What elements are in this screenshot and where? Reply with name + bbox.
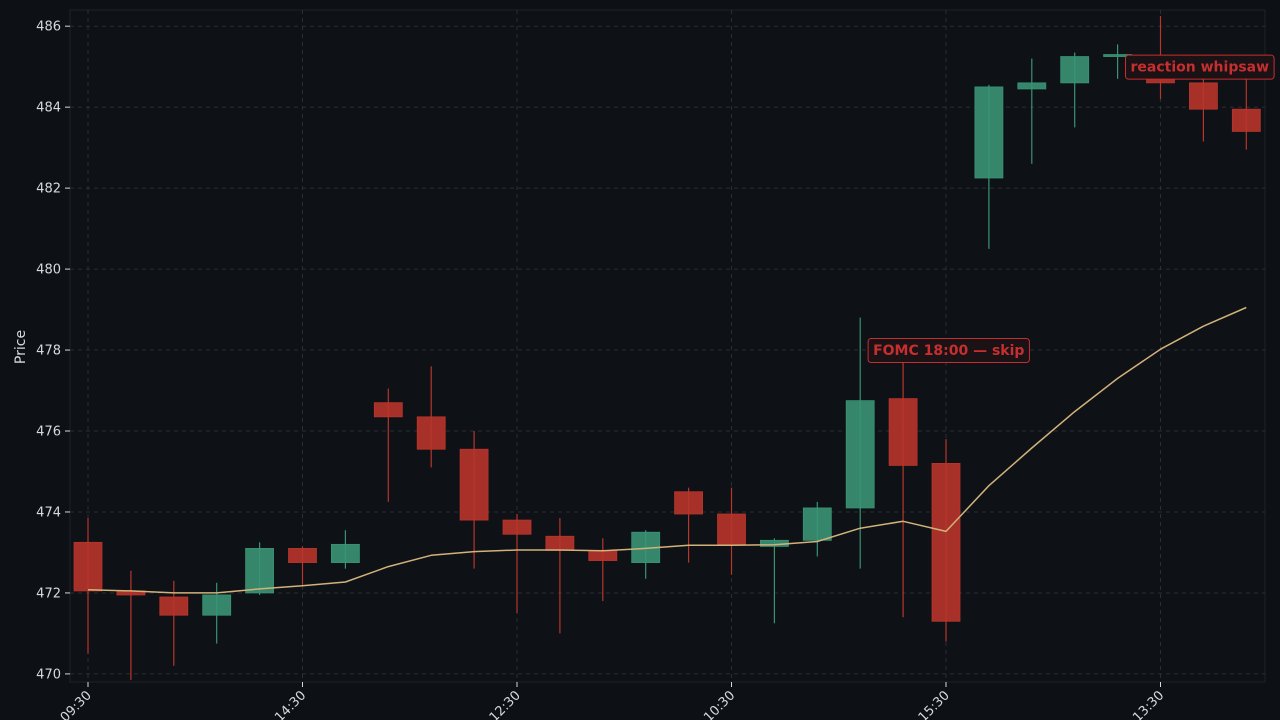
annotation: reaction whipsaw	[1125, 54, 1275, 80]
candle-down	[373, 388, 403, 502]
moving-average-line	[87, 306, 1247, 594]
candle-body	[288, 548, 317, 563]
candle-down	[459, 431, 489, 569]
candle-body	[888, 398, 918, 466]
moving-average	[87, 306, 1247, 594]
annotation-box	[867, 338, 1030, 364]
candle-body	[717, 513, 746, 545]
candle-body	[73, 541, 103, 592]
candle-down	[159, 580, 189, 666]
candle-body	[1060, 56, 1090, 84]
candle-down	[931, 439, 961, 642]
candle-up	[202, 582, 232, 644]
x-tick-label: 14:30	[272, 688, 309, 720]
x-tick-label: 13:30	[1130, 688, 1167, 720]
candle-body	[845, 400, 875, 509]
candle-up	[1060, 52, 1090, 128]
candle-up	[802, 501, 832, 557]
candles	[73, 16, 1261, 680]
candle-body	[1017, 82, 1047, 90]
candle-down	[1231, 78, 1261, 150]
candle-down	[545, 518, 575, 634]
candle-body	[202, 594, 232, 616]
annotation-text: FOMC 18:00 — skip	[873, 343, 1024, 359]
candle-body	[545, 535, 575, 551]
y-tick-label: 474	[36, 505, 61, 520]
candle-down	[674, 487, 703, 563]
x-tick-label: 12:30	[487, 688, 524, 720]
y-tick-label: 486	[36, 20, 61, 35]
x-tick-label: 10:30	[701, 688, 738, 720]
y-tick-label: 470	[36, 667, 61, 682]
candle-down	[888, 346, 918, 618]
candle-body	[974, 86, 1004, 179]
candle-body	[245, 548, 275, 594]
x-tick-label: 15:30	[916, 688, 953, 720]
candle-body	[330, 543, 360, 563]
candle-body	[674, 491, 703, 515]
candle-down	[416, 366, 446, 468]
candle-up	[330, 530, 360, 569]
candle-down	[288, 546, 317, 585]
candle-body	[1189, 82, 1218, 110]
x-tick-label: 09:30	[58, 688, 95, 720]
candle-down	[717, 487, 746, 575]
candle-down	[73, 518, 103, 654]
annotations: FOMC 18:00 — skip reaction whipsaw	[867, 54, 1275, 364]
y-tick-label: 480	[36, 263, 61, 278]
candle-body	[588, 550, 618, 561]
x-axis: 09:30 14:30 12:30 10:30 15:30 13:30	[58, 682, 1167, 720]
y-tick-label: 472	[36, 586, 61, 601]
candle-body	[931, 462, 961, 622]
candle-body	[159, 596, 189, 616]
y-tick-label: 476	[36, 425, 61, 440]
candle-down	[502, 514, 532, 614]
annotation-text: reaction whipsaw	[1131, 60, 1270, 76]
candle-up	[845, 317, 875, 569]
candle-body	[1231, 108, 1261, 132]
candle-body	[373, 402, 403, 418]
candle-body	[802, 507, 832, 541]
candle-body	[459, 448, 489, 521]
candle-body	[502, 519, 532, 535]
y-tick-label: 478	[36, 344, 61, 359]
candle-body	[416, 416, 446, 450]
annotation: FOMC 18:00 — skip	[867, 338, 1030, 364]
y-axis: 470 472 474 476 478 480 482 484 486	[36, 20, 70, 682]
candle-up	[245, 542, 275, 595]
candle-up	[974, 84, 1004, 249]
y-axis-label: Price	[13, 330, 29, 364]
y-tick-label: 484	[36, 101, 61, 116]
y-tick-label: 482	[36, 182, 61, 197]
candle-up	[1017, 58, 1047, 164]
annotation-box	[1125, 54, 1275, 80]
